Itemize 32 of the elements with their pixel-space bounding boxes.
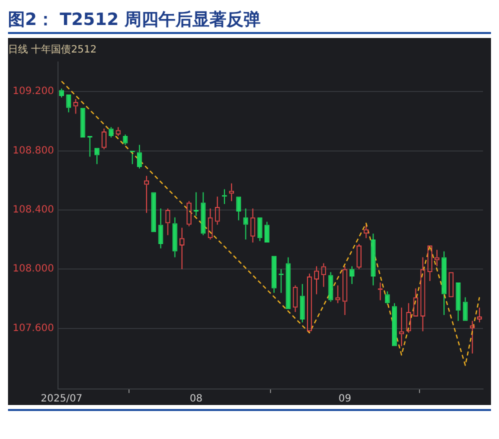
candlestick (236, 196, 242, 221)
candlestick (87, 136, 92, 158)
candlestick (136, 144, 142, 170)
candlestick (370, 233, 376, 286)
y-tick-label: 107.600 (12, 322, 54, 334)
candlestick (66, 94, 72, 113)
y-tick-label: 108.000 (12, 264, 54, 275)
y-tick-label: 108.400 (12, 204, 54, 216)
y-tick-label: 109.200 (12, 86, 54, 98)
candlestick (257, 217, 262, 242)
candlestick (328, 272, 334, 302)
line-series (60, 80, 480, 366)
candlestick (286, 256, 291, 310)
candlestick (122, 134, 128, 146)
candlestick (194, 192, 199, 216)
candlestick (158, 208, 164, 249)
candlestick (172, 216, 178, 258)
candlestick (442, 250, 447, 316)
x-tick-label: 2025/07 (40, 394, 82, 405)
candlestick (243, 208, 248, 240)
y-tick-label: 108.800 (12, 145, 54, 156)
candlestick (384, 290, 390, 306)
x-tick-label: 08 (190, 394, 202, 405)
candlestick (108, 126, 114, 138)
candlestick (200, 192, 206, 236)
candlestick (300, 283, 305, 323)
candlestick (272, 256, 277, 294)
candlestick (392, 302, 397, 346)
x-tick-label: 09 (338, 394, 352, 405)
candlestick (264, 221, 270, 243)
chart-subtitle: 日线 十年国债2512 (8, 44, 97, 56)
chart-title: 图2： T2512 周四午后显著反弹 (8, 9, 262, 32)
